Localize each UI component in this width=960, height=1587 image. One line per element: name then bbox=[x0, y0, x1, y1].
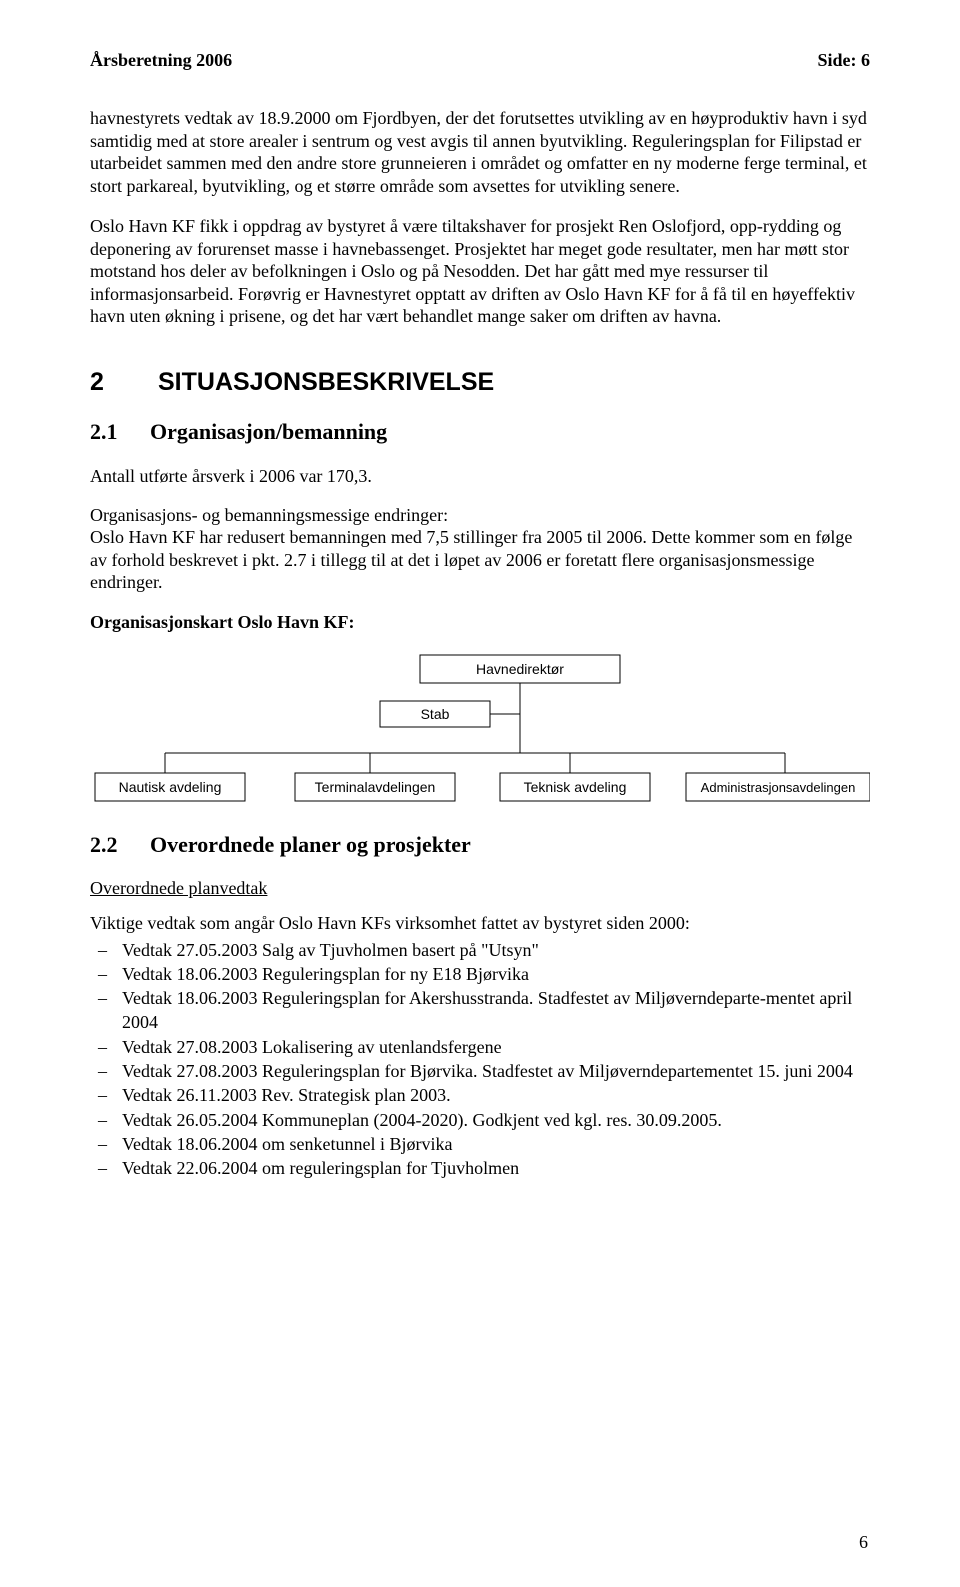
subsection-2-2-title: 2.2Overordnede planer og prosjekter bbox=[90, 832, 870, 858]
subsection-2-1-text: Organisasjon/bemanning bbox=[150, 419, 387, 444]
org-node-staff: Stab bbox=[421, 706, 450, 722]
org-node-nautisk: Nautisk avdeling bbox=[119, 779, 222, 795]
header-right: Side: 6 bbox=[817, 50, 870, 71]
section-2-title: 2SITUASJONSBESKRIVELSE bbox=[90, 368, 870, 397]
list-item: Vedtak 18.06.2003 Reguleringsplan for Ak… bbox=[90, 986, 870, 1035]
vedtak-list: Vedtak 27.05.2003 Salg av Tjuvholmen bas… bbox=[90, 938, 870, 1181]
org-node-terminal: Terminalavdelingen bbox=[315, 779, 436, 795]
list-item: Vedtak 26.05.2004 Kommuneplan (2004-2020… bbox=[90, 1108, 870, 1132]
org-chart: Havnedirektør Stab Nautisk avdeling Term… bbox=[90, 653, 870, 808]
org-node-admin: Administrasjonsavdelingen bbox=[701, 780, 856, 795]
body-2-1-line2: Organisasjons- og bemanningsmessige endr… bbox=[90, 505, 870, 526]
orgchart-label: Organisasjonskart Oslo Havn KF: bbox=[90, 612, 870, 633]
body-2-1-line1: Antall utførte årsverk i 2006 var 170,3. bbox=[90, 465, 870, 488]
list-item: Vedtak 26.11.2003 Rev. Strategisk plan 2… bbox=[90, 1083, 870, 1107]
org-chart-svg: Havnedirektør Stab Nautisk avdeling Term… bbox=[90, 653, 870, 808]
subsection-2-1-title: 2.1Organisasjon/bemanning bbox=[90, 419, 870, 445]
paragraph-1: havnestyrets vedtak av 18.9.2000 om Fjor… bbox=[90, 107, 870, 197]
subsection-2-1-number: 2.1 bbox=[90, 419, 150, 445]
org-node-teknisk: Teknisk avdeling bbox=[524, 779, 627, 795]
list-item: Vedtak 27.08.2003 Lokalisering av utenla… bbox=[90, 1035, 870, 1059]
list-item: Vedtak 22.06.2004 om reguleringsplan for… bbox=[90, 1156, 870, 1180]
subsection-2-2-number: 2.2 bbox=[90, 832, 150, 858]
page-number: 6 bbox=[859, 1532, 868, 1553]
paragraph-2: Oslo Havn KF fikk i oppdrag av bystyret … bbox=[90, 215, 870, 328]
page-header: Årsberetning 2006 Side: 6 bbox=[90, 50, 870, 71]
list-item: Vedtak 18.06.2003 Reguleringsplan for ny… bbox=[90, 962, 870, 986]
planvedtak-heading: Overordnede planvedtak bbox=[90, 878, 870, 899]
section-2-number: 2 bbox=[90, 368, 158, 397]
list-item: Vedtak 27.08.2003 Reguleringsplan for Bj… bbox=[90, 1059, 870, 1083]
header-left: Årsberetning 2006 bbox=[90, 50, 232, 71]
subsection-2-2-text: Overordnede planer og prosjekter bbox=[150, 832, 471, 857]
org-node-director: Havnedirektør bbox=[476, 661, 564, 677]
section-2-text: SITUASJONSBESKRIVELSE bbox=[158, 368, 494, 396]
list-item: Vedtak 18.06.2004 om senketunnel i Bjørv… bbox=[90, 1132, 870, 1156]
planvedtak-intro: Viktige vedtak som angår Oslo Havn KFs v… bbox=[90, 913, 870, 934]
body-2-1-line3: Oslo Havn KF har redusert bemanningen me… bbox=[90, 526, 870, 594]
list-item: Vedtak 27.05.2003 Salg av Tjuvholmen bas… bbox=[90, 938, 870, 962]
